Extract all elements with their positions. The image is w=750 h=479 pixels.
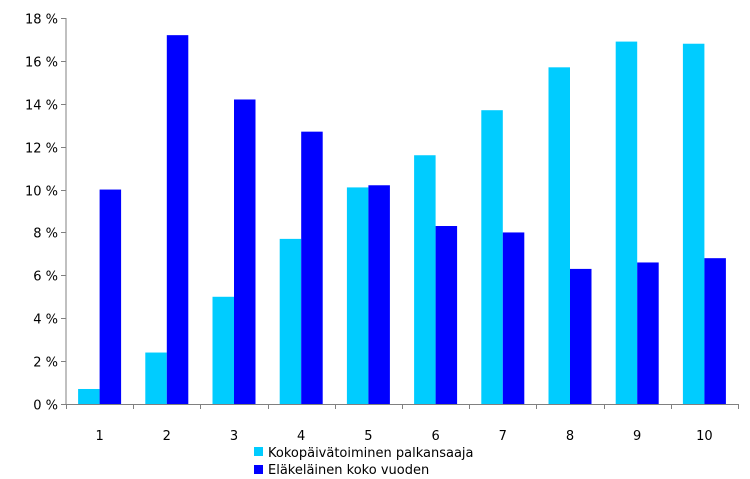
y-tick-label: 8 % — [33, 227, 58, 242]
bar-series-2-7 — [502, 232, 525, 404]
y-tick-label: 0 % — [33, 399, 58, 414]
bar-series-1-1 — [78, 388, 100, 404]
bar-series-2-4 — [301, 131, 323, 404]
x-tick-label: 8 — [566, 429, 574, 444]
bar-series-2-9 — [637, 262, 659, 404]
y-tick-label: 2 % — [33, 356, 58, 371]
x-axis: 1 2 3 4 5 6 7 8 9 10 — [66, 404, 739, 444]
y-tick-label: 6 % — [33, 270, 58, 285]
y-tick-label: 14 % — [25, 99, 58, 114]
x-tick-label: 4 — [297, 429, 305, 444]
bar-series-1-4 — [279, 238, 302, 404]
legend-label-series-2: Eläkeläinen koko vuoden — [268, 463, 429, 478]
bar-series-2-3 — [234, 99, 256, 404]
bar-series-1-2 — [145, 352, 167, 404]
bar-series-1-10 — [682, 43, 705, 404]
bar-series-1-7 — [481, 110, 503, 404]
y-tick-label: 12 % — [25, 142, 58, 157]
x-tick-label: 1 — [95, 429, 103, 444]
x-tick-label: 3 — [230, 429, 238, 444]
x-tick-label: 7 — [499, 429, 507, 444]
bar-series-1-6 — [414, 155, 436, 404]
bar-series-1-8 — [548, 67, 570, 405]
y-tick-label: 4 % — [33, 313, 58, 328]
bar-series-2-10 — [704, 258, 726, 404]
bar-series-2-2 — [166, 35, 189, 405]
x-tick-label: 2 — [163, 429, 171, 444]
bar-series-1-9 — [615, 41, 638, 404]
bar-series-1-3 — [212, 296, 234, 404]
bar-series-2-6 — [435, 226, 458, 404]
legend: Kokopäivätoiminen palkansaaja Eläkeläine… — [254, 446, 474, 478]
legend-label-series-1: Kokopäivätoiminen palkansaaja — [268, 446, 474, 461]
bar-series-2-8 — [570, 268, 592, 404]
y-tick-label: 18 % — [25, 13, 58, 28]
bar-series-2-5 — [368, 185, 390, 404]
legend-swatch-series-1 — [254, 447, 263, 456]
legend-swatch-series-2 — [254, 465, 263, 474]
bar-series-1-5 — [346, 187, 369, 404]
x-tick-label: 9 — [633, 429, 641, 444]
plot-area — [78, 35, 726, 405]
y-axis: 0 % 2 % 4 % 6 % 8 % 10 % 12 % 14 % 16 % 18 % — [25, 13, 67, 414]
x-tick-label: 5 — [364, 429, 372, 444]
bar-series-2-1 — [99, 189, 122, 404]
y-tick-label: 16 % — [25, 56, 58, 71]
x-tick-label: 6 — [431, 429, 439, 444]
y-tick-label: 10 % — [25, 185, 58, 200]
x-tick-label: 10 — [696, 429, 713, 444]
